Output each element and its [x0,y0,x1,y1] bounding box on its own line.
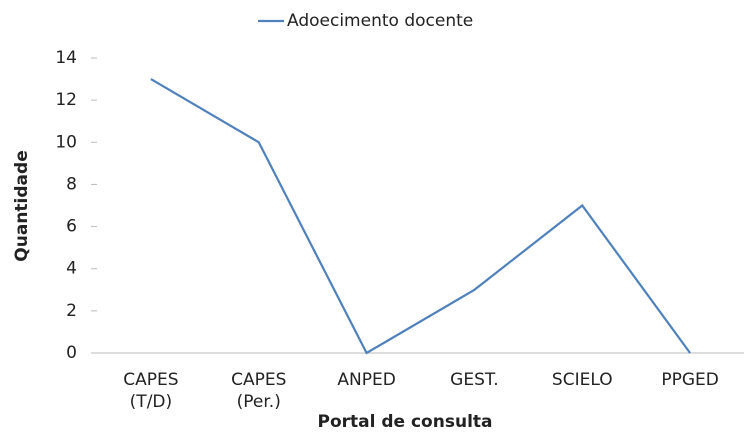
legend-label: Adoecimento docente [287,11,473,31]
x-tick-label: GEST. [450,370,499,390]
y-tick-label: 6 [66,217,77,237]
y-tick-label: 10 [55,132,77,152]
y-tick-label: 4 [66,259,77,279]
y-tick-label: 8 [66,174,77,194]
x-tick-label: SCIELO [551,370,613,390]
x-tick-label: CAPES (Per.) [231,370,287,412]
y-tick-label: 0 [66,343,77,363]
x-tick-label: CAPES (T/D) [123,370,179,412]
y-tick-label: 2 [66,301,77,321]
x-tick-label: PPGED [661,370,719,390]
x-tick-label: ANPED [337,370,396,390]
x-axis-title: Portal de consulta [318,412,493,432]
data-line [150,78,691,355]
y-tick-label: 12 [55,90,77,110]
y-axis-title: Quantidade [12,150,32,261]
y-tick-label: 14 [55,48,77,68]
